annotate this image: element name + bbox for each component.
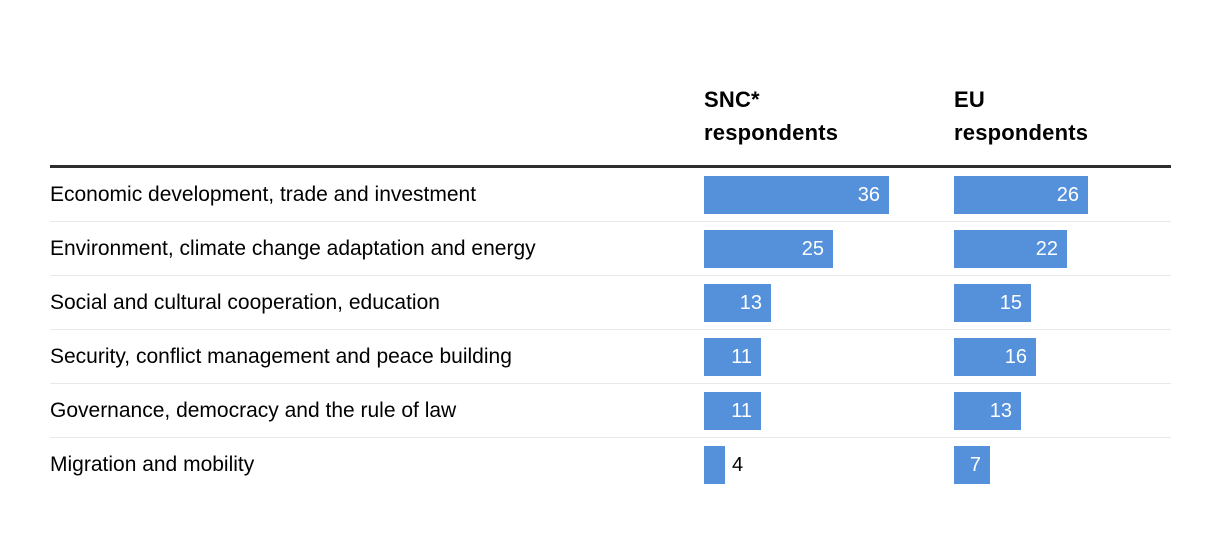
bar-value-label: 13 xyxy=(739,291,762,314)
table-row: Economic development, trade and investme… xyxy=(50,168,1171,222)
column-header-snc: SNC* respondents xyxy=(704,83,954,165)
column-header-eu-line2: respondents xyxy=(954,120,1089,145)
bar-value-label: 11 xyxy=(731,345,752,368)
snc-bar: 11 xyxy=(704,392,761,430)
category-label: Economic development, trade and investme… xyxy=(50,183,477,206)
snc-bar: 25 xyxy=(704,230,833,268)
eu-bar: 13 xyxy=(954,392,1021,430)
snc-bar-cell: 25 xyxy=(704,222,954,276)
category-label: Governance, democracy and the rule of la… xyxy=(50,399,457,422)
snc-bar: 36 xyxy=(704,176,889,214)
table-row: Social and cultural cooperation, educati… xyxy=(50,276,1171,330)
table-row: Migration and mobility 4 7 xyxy=(50,438,1171,492)
eu-bar: 22 xyxy=(954,230,1067,268)
category-label: Security, conflict management and peace … xyxy=(50,345,512,368)
snc-bar-cell: 4 xyxy=(704,438,954,492)
eu-bar-cell: 15 xyxy=(954,276,1171,330)
eu-bar-cell: 16 xyxy=(954,330,1171,384)
category-label: Environment, climate change adaptation a… xyxy=(50,237,536,260)
bar-value-label: 13 xyxy=(989,399,1012,422)
column-header-eu: EU respondents xyxy=(954,83,1171,165)
eu-bar: 26 xyxy=(954,176,1088,214)
snc-bar-cell: 13 xyxy=(704,276,954,330)
bar-value-label: 11 xyxy=(731,399,752,422)
bar-value-label: 4 xyxy=(732,453,744,476)
snc-bar: 11 xyxy=(704,338,761,376)
snc-bar-cell: 11 xyxy=(704,330,954,384)
column-header-snc-line1: SNC* xyxy=(704,87,760,112)
eu-bar: 15 xyxy=(954,284,1031,322)
bar-value-label: 15 xyxy=(999,291,1022,314)
category-label: Migration and mobility xyxy=(50,453,255,476)
bar-value-label: 26 xyxy=(1056,183,1079,206)
bar-value-label: 7 xyxy=(969,453,981,476)
eu-bar: 16 xyxy=(954,338,1036,376)
snc-bar-cell: 36 xyxy=(704,168,954,222)
eu-bar-cell: 7 xyxy=(954,438,1171,492)
column-header-eu-line1: EU xyxy=(954,87,985,112)
chart-rows: Economic development, trade and investme… xyxy=(50,168,1171,492)
column-header-snc-line2: respondents xyxy=(704,120,839,145)
table-row: Security, conflict management and peace … xyxy=(50,330,1171,384)
snc-bar xyxy=(704,446,725,484)
eu-bar: 7 xyxy=(954,446,990,484)
snc-bar: 13 xyxy=(704,284,771,322)
eu-bar-cell: 26 xyxy=(954,168,1171,222)
survey-priorities-chart: SNC* respondents EU respondents Economic… xyxy=(50,0,1171,492)
column-header-row: SNC* respondents EU respondents xyxy=(50,0,1171,168)
bar-value-label: 16 xyxy=(1004,345,1027,368)
eu-bar-cell: 13 xyxy=(954,384,1171,438)
category-label: Social and cultural cooperation, educati… xyxy=(50,291,440,314)
snc-bar-cell: 11 xyxy=(704,384,954,438)
table-row: Environment, climate change adaptation a… xyxy=(50,222,1171,276)
bar-value-label: 22 xyxy=(1035,237,1058,260)
bar-value-label: 25 xyxy=(801,237,824,260)
table-row: Governance, democracy and the rule of la… xyxy=(50,384,1171,438)
eu-bar-cell: 22 xyxy=(954,222,1171,276)
bar-value-label: 36 xyxy=(857,183,880,206)
